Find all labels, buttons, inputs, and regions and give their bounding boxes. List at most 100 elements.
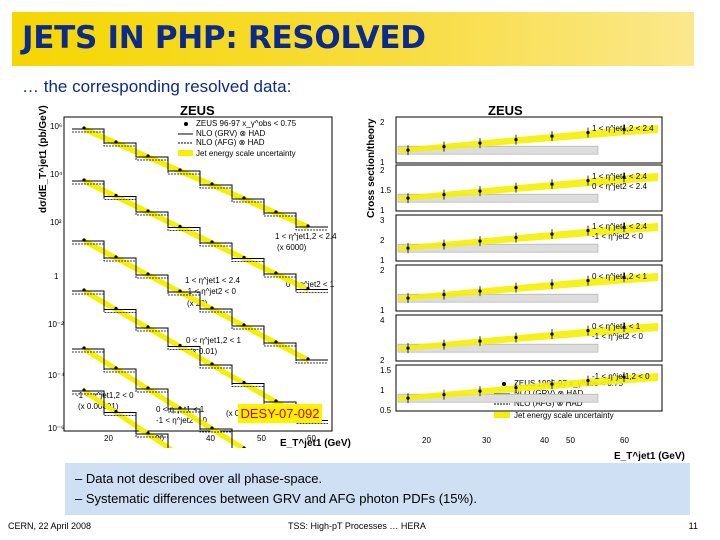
left-xtick-50: 50 xyxy=(257,434,266,443)
left-point-0-1 xyxy=(114,140,118,144)
right-point-0-3 xyxy=(514,138,518,142)
left-figure-svg: ZEUS dσ/dE_T^jet1 (pb/GeV) E_T^jet1 (GeV… xyxy=(38,103,351,448)
left-legend-0: ZEUS 96-97 x_γ^obs < 0.75 xyxy=(196,119,297,128)
right-ytick-2-1: 2 xyxy=(380,236,385,245)
right-band-4 xyxy=(398,323,658,352)
left-histo-afg-0 xyxy=(72,131,328,231)
right-point-1-2 xyxy=(478,189,482,193)
right-ytick-2-0: 3 xyxy=(380,216,385,225)
right-legend-band xyxy=(494,412,510,418)
left-point-3-2 xyxy=(146,325,150,329)
left-point-2-2 xyxy=(146,272,150,276)
left-point-1-7 xyxy=(306,286,310,291)
left-point-4-1 xyxy=(114,366,118,370)
right-point-3-4 xyxy=(550,282,554,286)
right-point-0-4 xyxy=(550,134,554,138)
right-panel-frame-0 xyxy=(395,116,663,164)
left-histo-afg-5 xyxy=(72,393,169,448)
right-ytick-3-1: 1 xyxy=(380,306,385,315)
right-ytick-4-1: 2 xyxy=(380,356,385,365)
left-frame xyxy=(63,116,333,432)
right-region-1-0: 1 < η^jet1 < 2.4 xyxy=(592,172,647,181)
left-legend-1: NLO (GRV) ⊗ HAD xyxy=(196,129,265,138)
left-point-3-5 xyxy=(242,380,246,385)
left-point-5-1 xyxy=(114,409,118,414)
right-point-0-6 xyxy=(622,127,626,131)
right-point-2-0 xyxy=(406,246,410,250)
left-point-5-0 xyxy=(82,388,86,392)
right-point-5-3 xyxy=(514,386,518,390)
left-figure-xlabel: E_T^jet1 (GeV) xyxy=(280,438,351,448)
left-point-1-6 xyxy=(274,271,278,275)
right-point-3-6 xyxy=(622,275,626,279)
left-band-4 xyxy=(84,346,248,448)
left-figure-ylabel: dσ/dE_T^jet1 (pb/GeV) xyxy=(38,105,49,213)
left-histo-1 xyxy=(72,180,328,290)
right-point-1-1 xyxy=(442,193,446,197)
left-ytick-0: 10⁶ xyxy=(50,122,62,131)
left-ytick-6: 10⁻⁶ xyxy=(48,424,64,433)
left-point-1-4 xyxy=(210,240,214,244)
summary-box: – Data not described over all phase-spac… xyxy=(65,463,690,515)
right-point-4-5 xyxy=(586,329,590,333)
left-xtick-60: 60 xyxy=(307,434,316,443)
left-point-1-2 xyxy=(146,209,150,213)
right-region-2-1: -1 < η^jet2 < 0 xyxy=(592,232,643,241)
left-point-2-3 xyxy=(178,289,182,293)
left-band-0 xyxy=(84,126,308,230)
left-band-3 xyxy=(84,288,308,424)
right-figure: ZEUS Cross section/theory E_T^jet1 (GeV)… xyxy=(358,103,688,463)
right-point-2-2 xyxy=(478,239,482,243)
right-point-4-0 xyxy=(406,346,410,350)
left-figure: ZEUS dσ/dE_T^jet1 (pb/GeV) E_T^jet1 (GeV… xyxy=(30,103,352,448)
right-xtick-20: 20 xyxy=(422,436,431,445)
left-ytick-4: 10⁻² xyxy=(48,320,64,329)
left-point-4-4 xyxy=(210,426,214,430)
right-figure-svg: ZEUS Cross section/theory E_T^jet1 (GeV)… xyxy=(366,103,685,462)
left-point-4-2 xyxy=(146,386,150,390)
footer-left: CERN, 22 April 2008 xyxy=(8,521,92,531)
right-panel-frame-5 xyxy=(395,364,663,412)
left-annot-1: (x 6000) xyxy=(277,243,307,252)
left-point-4-0 xyxy=(82,346,86,350)
left-point-2-5 xyxy=(242,323,246,327)
left-annot-9: (x 0.00001) xyxy=(78,402,119,411)
left-point-3-1 xyxy=(114,306,118,311)
right-band-5 xyxy=(398,373,658,402)
right-legend-1: NLO (GRV) ⊗ HAD xyxy=(514,389,583,398)
left-histo-5 xyxy=(72,390,169,448)
left-point-2-1 xyxy=(114,255,118,259)
right-ytick-1-2: 1 xyxy=(380,206,385,215)
right-region-3-0: 0 < η^jet1,2 < 1 xyxy=(592,272,647,281)
right-band-3 xyxy=(398,273,658,302)
left-point-3-4 xyxy=(210,362,214,366)
right-ytick-5-2: 0.5 xyxy=(380,406,392,415)
right-point-2-6 xyxy=(622,225,626,229)
right-ytick-0-0: 2 xyxy=(380,118,385,127)
left-point-0-2 xyxy=(146,154,150,158)
left-annot-8: -1 < η^jet1,2 < 0 xyxy=(76,391,134,400)
right-band-0 xyxy=(398,125,658,154)
left-band-2 xyxy=(84,238,308,363)
left-annot-11: -1 < η^jet2 < 0 xyxy=(156,416,207,425)
left-point-0-0 xyxy=(82,126,86,130)
left-annot-3: -1 < η^jet2 < 0 xyxy=(185,287,236,296)
left-point-0-6 xyxy=(274,210,278,214)
footer-center: TSS: High-pT Processes … HERA xyxy=(288,521,426,531)
left-legend-2: NLO (AFG) ⊗ HAD xyxy=(196,138,265,147)
left-point-3-0 xyxy=(82,288,86,292)
right-xtick-40: 40 xyxy=(540,436,549,445)
summary-bullet-1: – Data not described over all phase-spac… xyxy=(75,471,323,486)
left-point-0-4 xyxy=(210,182,214,186)
right-ytick-5-1: 1 xyxy=(380,386,385,395)
left-ytick-2: 10² xyxy=(50,218,62,227)
left-histo-afg-4 xyxy=(72,351,233,448)
right-point-0-5 xyxy=(586,131,590,135)
title-bar xyxy=(12,12,694,66)
right-region-4-1: -1 < η^jet2 < 0 xyxy=(592,332,643,341)
left-point-0-3 xyxy=(178,168,182,172)
right-ytick-5-0: 1.5 xyxy=(380,366,392,375)
left-band-1 xyxy=(84,178,308,293)
right-point-4-2 xyxy=(478,339,482,343)
left-xtick-40: 40 xyxy=(206,434,215,443)
